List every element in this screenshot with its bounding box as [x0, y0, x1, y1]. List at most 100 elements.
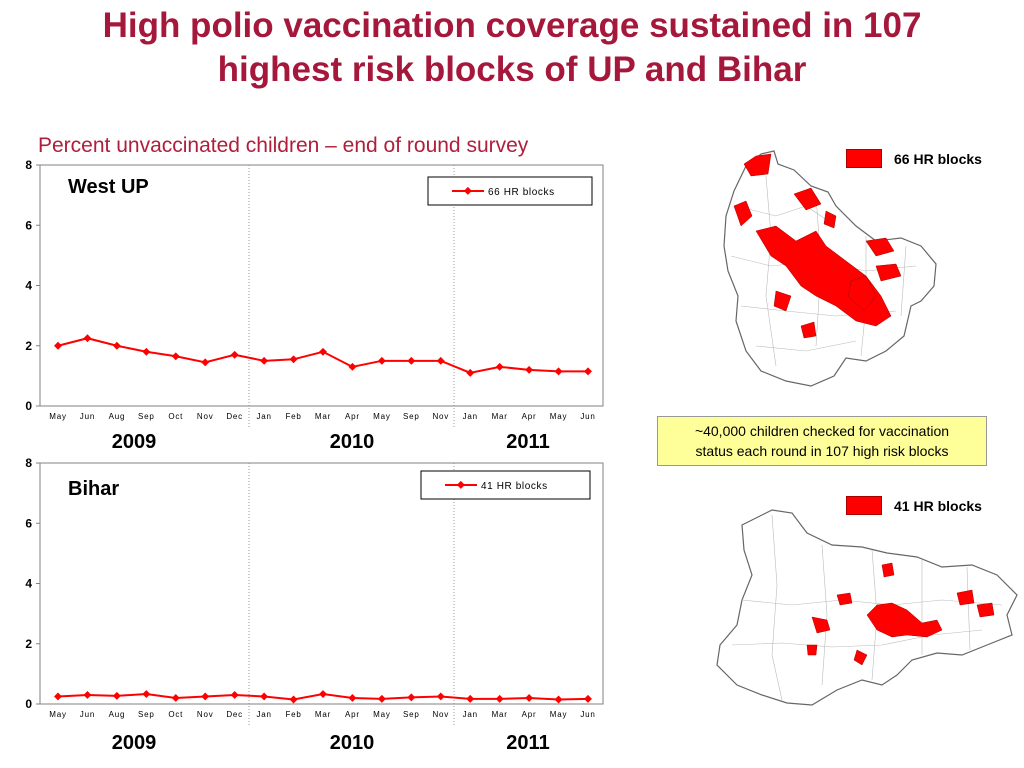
bihar-legend-label: 41 HR blocks [894, 497, 982, 514]
west-up-legend-label: 66 HR blocks [488, 187, 555, 198]
bihar-data-point-17 [554, 695, 563, 704]
bihar-hr-blocks [806, 562, 995, 666]
bihar-chart: 0 2 4 6 8 May Jun Aug Sep Oct Nov Dec Jan Feb Mar Apr Ma… [25, 456, 604, 754]
west-up-year-label-2009: 2009 [112, 431, 157, 453]
bihar-data-point-1 [83, 691, 92, 699]
bihar-year-label-2011: 2011 [506, 732, 549, 754]
west-up-data-point-12 [407, 356, 416, 365]
west-up-y-tick-label-3: 6 [25, 218, 32, 232]
west-up-data-point-15 [495, 362, 504, 371]
west-up-year-label-2010: 2010 [330, 431, 375, 453]
west-up-year-label-2011: 2011 [506, 431, 549, 453]
bihar-legend-swatch [846, 496, 882, 515]
bihar-y-tick-label-4: 8 [25, 456, 32, 470]
west-up-x-tick-label-13: Nov [432, 412, 449, 421]
west-up-x-tick-label-0: May [49, 412, 67, 421]
west-up-x-tick-label-15: Mar [492, 412, 508, 421]
bihar-x-tick-label-15: Mar [492, 710, 508, 719]
bihar-map-districts [731, 514, 1003, 701]
bihar-x-tick-label-16: Apr [522, 710, 537, 719]
bihar-region-label: Bihar [68, 478, 119, 500]
west-up-y-tick-label-1: 2 [25, 339, 32, 353]
bihar-x-tick-label-8: Feb [285, 710, 301, 719]
west-up-x-tick-label-7: Jan [256, 412, 271, 421]
bihar-data-point-12 [407, 693, 416, 702]
west-up-legend-marker [463, 186, 472, 195]
west-up-x-tick-label-18: Jun [580, 412, 595, 421]
bihar-map-outline [716, 509, 1018, 706]
bihar-map-legend: 41 HR blocks [846, 496, 982, 515]
west-up-x-tick-label-17: May [550, 412, 568, 421]
title-line-2: highest risk blocks of UP and Bihar [217, 50, 807, 89]
bihar-data-point-5 [201, 692, 210, 701]
chart-subtitle: Percent unvaccinated children – end of r… [38, 134, 529, 157]
west-up-y-tick-label-2: 4 [25, 279, 32, 293]
bihar-x-tick-label-10: Apr [345, 710, 360, 719]
up-legend-swatch [846, 149, 882, 168]
west-up-x-tick-label-1: Jun [80, 412, 95, 421]
west-up-data-point-18 [584, 367, 592, 376]
bihar-data-point-13 [436, 692, 445, 701]
west-up-data-point-2 [112, 341, 121, 350]
west-up-y-tick-label-0: 0 [25, 399, 32, 413]
west-up-data-point-14 [466, 368, 475, 377]
bihar-data-point-8 [289, 695, 298, 704]
up-legend-label: 66 HR blocks [894, 150, 982, 167]
bihar-data-point-10 [348, 694, 357, 702]
bihar-legend-marker [456, 480, 465, 489]
west-up-x-tick-label-3: Sep [138, 412, 155, 421]
bihar-x-tick-label-12: Sep [403, 710, 420, 719]
west-up-data-point-17 [554, 367, 563, 376]
callout-line-2: status each round in 107 high risk block… [695, 443, 949, 459]
west-up-data-point-5 [201, 358, 210, 367]
bihar-data-point-16 [525, 694, 534, 702]
west-up-data-point-16 [525, 365, 534, 374]
bihar-x-tick-label-11: May [373, 710, 391, 719]
callout-line-1: ~40,000 children checked for vaccination [694, 423, 950, 439]
bihar-data-point-4 [171, 694, 180, 702]
bihar-data-point-18 [584, 694, 592, 703]
bihar-x-tick-label-14: Jan [463, 710, 478, 719]
bihar-x-tick-label-2: Aug [109, 710, 126, 719]
west-up-region-label: West UP [68, 176, 149, 198]
west-up-x-tick-label-12: Sep [403, 412, 420, 421]
bihar-x-tick-label-7: Jan [256, 710, 271, 719]
west-up-data-point-8 [289, 355, 298, 364]
bihar-data-point-6 [230, 691, 239, 699]
up-hr-blocks [733, 153, 902, 339]
bihar-data-point-0 [54, 692, 62, 701]
slide-title: High polio vaccination coverage sustaine… [0, 4, 1024, 92]
bihar-y-tick-label-0: 0 [25, 697, 32, 711]
west-up-chart: 0 2 4 6 8 May Jun Aug Sep Oct Nov Dec Jan Feb Mar Apr Ma… [25, 158, 604, 453]
bihar-legend-label: 41 HR blocks [481, 481, 548, 492]
west-up-data-point-6 [230, 350, 239, 359]
west-up-x-tick-label-16: Apr [522, 412, 537, 421]
west-up-data-point-7 [260, 356, 269, 365]
bihar-x-tick-label-3: Sep [138, 710, 155, 719]
bihar-data-point-14 [466, 694, 475, 703]
bihar-x-tick-label-1: Jun [80, 710, 95, 719]
bihar-data-point-3 [142, 690, 151, 699]
up-map-legend: 66 HR blocks [846, 149, 982, 168]
bihar-data-point-2 [112, 691, 121, 700]
bihar-y-tick-label-3: 6 [25, 516, 32, 530]
bihar-y-tick-label-2: 4 [25, 577, 32, 591]
west-up-x-tick-label-6: Dec [226, 412, 243, 421]
west-up-x-tick-label-11: May [373, 412, 391, 421]
west-up-x-tick-label-14: Jan [463, 412, 478, 421]
west-up-x-tick-label-8: Feb [285, 412, 301, 421]
west-up-x-tick-label-9: Mar [315, 412, 331, 421]
west-up-data-point-4 [171, 352, 180, 361]
bihar-x-tick-label-13: Nov [432, 710, 449, 719]
bihar-year-label-2010: 2010 [330, 732, 375, 754]
bihar-data-point-11 [377, 694, 386, 703]
west-up-x-tick-label-2: Aug [109, 412, 126, 421]
bihar-data-point-9 [319, 690, 327, 699]
bihar-map [716, 509, 1018, 706]
bihar-data-point-15 [495, 694, 504, 703]
west-up-data-point-9 [319, 347, 327, 356]
bihar-x-tick-label-0: May [49, 710, 67, 719]
west-up-data-point-3 [142, 347, 151, 356]
bihar-x-tick-label-6: Dec [226, 710, 243, 719]
west-up-data-point-0 [54, 341, 62, 350]
